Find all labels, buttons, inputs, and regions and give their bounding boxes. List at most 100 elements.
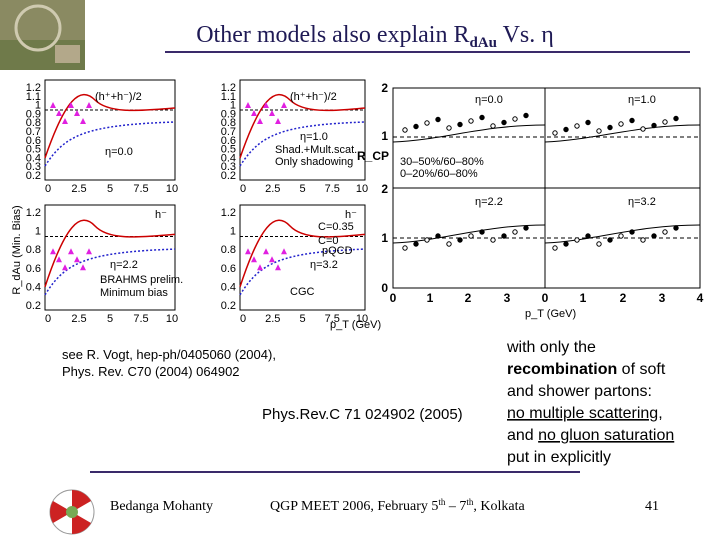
note-line: recombination of soft	[507, 361, 666, 378]
x-tick-label: 2.5	[265, 313, 280, 325]
figure-label: η=1.0	[300, 131, 328, 143]
note-text: of soft	[617, 361, 666, 378]
marker	[62, 118, 68, 124]
note-text: recombination	[507, 361, 617, 378]
marker	[662, 119, 668, 125]
marker	[479, 114, 485, 121]
marker	[402, 245, 408, 251]
marker	[490, 123, 496, 129]
marker	[607, 124, 613, 131]
y-tick-label: 0.4	[26, 281, 41, 293]
figure-label: Minimum bias	[100, 287, 168, 299]
figure-label: (h⁺+h⁻)/2	[95, 91, 142, 103]
marker	[596, 241, 602, 247]
y-tick-label: 0.9	[221, 108, 236, 120]
citation: Phys.Rev.C 71 024902 (2005)	[262, 406, 463, 423]
marker	[281, 248, 287, 255]
y-tick-label: 1	[35, 226, 41, 238]
x-tick-label: 10	[166, 313, 178, 325]
marker	[651, 233, 657, 239]
y-tick-label: 0	[381, 281, 388, 295]
notes: with only the recombination of soft and sh…	[506, 339, 674, 466]
note-line: and no gluon saturation	[507, 427, 674, 444]
marker	[56, 110, 62, 116]
note-text: and shower partons:	[507, 383, 652, 400]
marker	[490, 237, 496, 243]
marker	[251, 110, 257, 116]
marker	[74, 256, 80, 263]
x-tick-label: 0	[45, 183, 51, 195]
y-tick-label: 1.2	[26, 82, 41, 94]
marker	[68, 248, 74, 255]
y-tick-label: 0.2	[26, 170, 41, 182]
y-tick-label: 0.7	[26, 126, 41, 138]
x-tick-label: 0	[390, 291, 397, 305]
x-tick-label: 3	[659, 291, 666, 305]
y-tick-label: 1.1	[221, 91, 236, 103]
y-tick-label: 1	[381, 231, 388, 245]
marker	[640, 126, 646, 132]
x-tick-label: 0	[240, 183, 246, 195]
marker	[56, 256, 62, 263]
marker	[269, 256, 275, 263]
marker	[62, 264, 68, 271]
x-tick-label: 4	[697, 291, 704, 305]
marker	[257, 264, 263, 271]
marker	[413, 241, 419, 247]
marker	[257, 118, 263, 124]
marker	[275, 118, 281, 124]
y-tick-label: 0.3	[221, 161, 236, 173]
marker	[552, 130, 558, 136]
note-text: and	[507, 427, 538, 444]
y-tick-label: 1.2	[221, 82, 236, 94]
x-tick-label: 2.5	[265, 183, 280, 195]
x-tick-label: 2	[465, 291, 472, 305]
marker	[512, 229, 518, 235]
y-axis-title: R_dAu (Min. Bias)	[11, 205, 23, 294]
figure-label: h⁻	[345, 209, 357, 221]
marker	[457, 237, 463, 243]
y-tick-label: 0.3	[26, 161, 41, 173]
marker	[574, 123, 580, 129]
x-tick-label: 2	[620, 291, 627, 305]
y-tick-label: 1	[230, 100, 236, 112]
note-text: put in explicitly	[507, 449, 611, 466]
figure-label: η=2.2	[110, 259, 138, 271]
marker	[424, 120, 430, 126]
logo	[49, 489, 95, 535]
y-tick-label: 0.4	[221, 281, 236, 293]
model-curve	[239, 248, 366, 296]
model-curve	[44, 248, 176, 296]
marker	[662, 229, 668, 235]
y-tick-label: 0.5	[26, 144, 41, 156]
figure-label: CGC	[290, 286, 315, 298]
note-text: ,	[658, 405, 662, 422]
x-tick-label: 10	[356, 183, 368, 195]
marker	[501, 233, 507, 239]
figure-label: Shad.+Mult.scat.	[275, 144, 357, 156]
reference: Phys. Rev. C70 (2004) 064902	[62, 364, 240, 379]
y-tick-label: 2	[381, 182, 388, 196]
marker	[574, 237, 580, 243]
note-text: with only the	[506, 339, 596, 356]
panel-frame	[44, 204, 176, 311]
x-tick-label: 7.5	[325, 183, 340, 195]
y-tick-label: 2	[381, 81, 388, 95]
y-tick-label: 1.2	[221, 207, 236, 219]
fit-curve	[544, 224, 701, 244]
note-line: with only the	[506, 339, 596, 356]
marker	[80, 118, 86, 124]
marker	[281, 102, 287, 108]
marker	[618, 233, 624, 239]
note-line: put in explicitly	[507, 449, 611, 466]
model-curve	[44, 219, 176, 288]
marker	[618, 121, 624, 127]
marker	[74, 110, 80, 116]
marker	[673, 115, 679, 122]
fit-curve	[392, 224, 546, 244]
marker	[673, 225, 679, 231]
marker	[563, 126, 569, 133]
figure-label: pQCD	[322, 245, 353, 257]
x-tick-label: 2.5	[71, 183, 86, 195]
marker	[50, 102, 56, 108]
